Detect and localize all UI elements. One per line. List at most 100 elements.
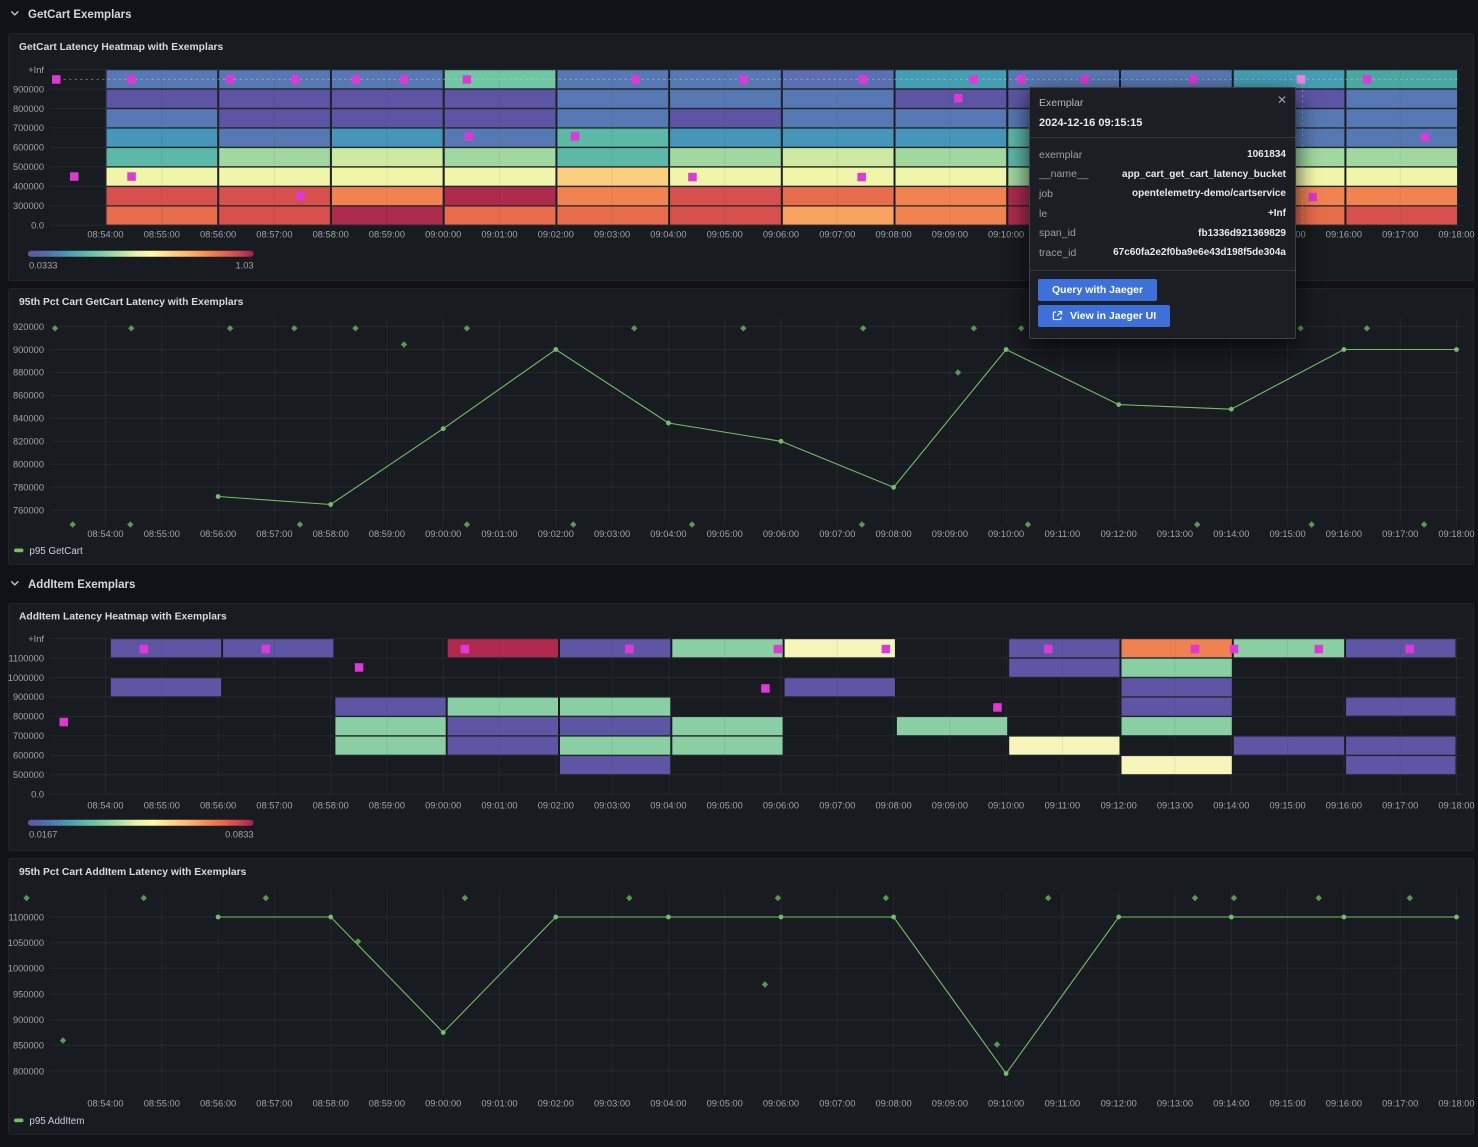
svg-text:1100000: 1100000 [8,653,44,663]
svg-text:09:09:00: 09:09:00 [932,529,968,539]
svg-text:0.0: 0.0 [31,790,44,800]
svg-text:08:58:00: 08:58:00 [313,800,349,810]
svg-text:09:15:00: 09:15:00 [1269,1098,1305,1108]
svg-text:09:10:00: 09:10:00 [988,229,1024,239]
svg-text:09:13:00: 09:13:00 [1157,529,1193,539]
svg-text:09:11:00: 09:11:00 [1045,800,1081,810]
svg-text:0.0: 0.0 [31,221,44,231]
svg-text:900000: 900000 [13,84,44,94]
svg-text:09:11:00: 09:11:00 [1045,1098,1081,1108]
svg-text:800000: 800000 [13,1066,44,1076]
svg-text:09:10:00: 09:10:00 [988,800,1024,810]
svg-text:09:14:00: 09:14:00 [1213,800,1249,810]
svg-text:08:59:00: 08:59:00 [369,529,405,539]
svg-text:09:07:00: 09:07:00 [819,529,855,539]
svg-text:08:59:00: 08:59:00 [369,800,405,810]
svg-text:09:04:00: 09:04:00 [650,529,686,539]
svg-text:300000: 300000 [13,201,44,211]
svg-text:09:16:00: 09:16:00 [1326,529,1362,539]
svg-text:09:18:00: 09:18:00 [1438,529,1474,539]
svg-text:08:54:00: 08:54:00 [87,529,123,539]
svg-text:09:00:00: 09:00:00 [425,229,461,239]
svg-text:09:09:00: 09:09:00 [932,1098,968,1108]
svg-text:09:06:00: 09:06:00 [763,1098,799,1108]
svg-text:09:17:00: 09:17:00 [1382,529,1418,539]
svg-text:820000: 820000 [13,437,44,447]
svg-text:1000000: 1000000 [8,964,44,974]
svg-text:09:17:00: 09:17:00 [1382,800,1418,810]
svg-text:09:00:00: 09:00:00 [425,529,461,539]
svg-text:09:00:00: 09:00:00 [425,800,461,810]
svg-text:08:56:00: 08:56:00 [200,529,236,539]
svg-text:880000: 880000 [13,368,44,378]
svg-text:08:56:00: 08:56:00 [200,229,236,239]
svg-text:500000: 500000 [13,770,44,780]
svg-text:09:09:00: 09:09:00 [932,800,968,810]
svg-text:GetCart Latency Heatmap with E: GetCart Latency Heatmap with Exemplars [19,42,224,53]
svg-text:08:58:00: 08:58:00 [313,1098,349,1108]
svg-text:09:00:00: 09:00:00 [425,1098,461,1108]
svg-text:09:04:00: 09:04:00 [650,800,686,810]
svg-text:09:18:00: 09:18:00 [1438,229,1474,239]
svg-text:09:16:00: 09:16:00 [1326,229,1362,239]
svg-text:08:54:00: 08:54:00 [87,1098,123,1108]
svg-text:09:08:00: 09:08:00 [875,1098,911,1108]
svg-text:850000: 850000 [13,1041,44,1051]
svg-text:08:56:00: 08:56:00 [200,800,236,810]
svg-text:09:07:00: 09:07:00 [819,229,855,239]
svg-text:09:06:00: 09:06:00 [763,800,799,810]
svg-text:09:05:00: 09:05:00 [707,529,743,539]
svg-text:400000: 400000 [13,182,44,192]
svg-text:09:05:00: 09:05:00 [707,1098,743,1108]
svg-text:08:57:00: 08:57:00 [256,1098,292,1108]
svg-text:800000: 800000 [13,104,44,114]
svg-text:900000: 900000 [13,692,44,702]
svg-text:09:07:00: 09:07:00 [819,800,855,810]
svg-text:08:55:00: 08:55:00 [144,1098,180,1108]
svg-text:0.0167: 0.0167 [29,830,57,840]
svg-text:09:09:00: 09:09:00 [932,229,968,239]
svg-text:08:54:00: 08:54:00 [87,229,123,239]
svg-text:+Inf: +Inf [28,65,44,75]
svg-text:AddItem Exemplars: AddItem Exemplars [28,579,135,591]
svg-text:0.0333: 0.0333 [29,261,57,271]
svg-text:09:06:00: 09:06:00 [763,229,799,239]
svg-text:09:01:00: 09:01:00 [481,529,517,539]
svg-text:09:03:00: 09:03:00 [594,800,630,810]
svg-text:700000: 700000 [13,123,44,133]
svg-text:09:10:00: 09:10:00 [988,1098,1024,1108]
svg-text:+Inf: +Inf [28,634,44,644]
svg-text:08:55:00: 08:55:00 [144,800,180,810]
svg-text:1.03: 1.03 [235,261,253,271]
svg-text:09:16:00: 09:16:00 [1326,1098,1362,1108]
svg-text:95th Pct Cart GetCart Latency: 95th Pct Cart GetCart Latency with Exemp… [19,297,244,308]
svg-text:09:01:00: 09:01:00 [481,1098,517,1108]
svg-text:08:55:00: 08:55:00 [144,529,180,539]
svg-text:09:13:00: 09:13:00 [1157,800,1193,810]
svg-text:800000: 800000 [13,712,44,722]
svg-text:900000: 900000 [13,345,44,355]
svg-text:09:14:00: 09:14:00 [1213,529,1249,539]
svg-text:900000: 900000 [13,1015,44,1025]
svg-text:09:12:00: 09:12:00 [1101,529,1137,539]
svg-text:09:02:00: 09:02:00 [538,529,574,539]
svg-text:0.0833: 0.0833 [225,830,253,840]
svg-text:600000: 600000 [13,143,44,153]
svg-text:09:01:00: 09:01:00 [481,800,517,810]
svg-text:09:02:00: 09:02:00 [538,1098,574,1108]
svg-text:08:55:00: 08:55:00 [144,229,180,239]
svg-text:09:04:00: 09:04:00 [650,229,686,239]
svg-text:1000000: 1000000 [8,673,44,683]
svg-text:09:05:00: 09:05:00 [707,800,743,810]
svg-text:08:58:00: 08:58:00 [313,529,349,539]
svg-text:p95 AddItem: p95 AddItem [29,1116,84,1127]
svg-text:09:15:00: 09:15:00 [1269,529,1305,539]
svg-text:08:58:00: 08:58:00 [313,229,349,239]
svg-text:600000: 600000 [13,751,44,761]
svg-text:09:03:00: 09:03:00 [594,229,630,239]
svg-text:500000: 500000 [13,162,44,172]
svg-text:09:07:00: 09:07:00 [819,1098,855,1108]
svg-text:700000: 700000 [13,731,44,741]
svg-text:09:01:00: 09:01:00 [481,229,517,239]
svg-text:09:05:00: 09:05:00 [707,229,743,239]
